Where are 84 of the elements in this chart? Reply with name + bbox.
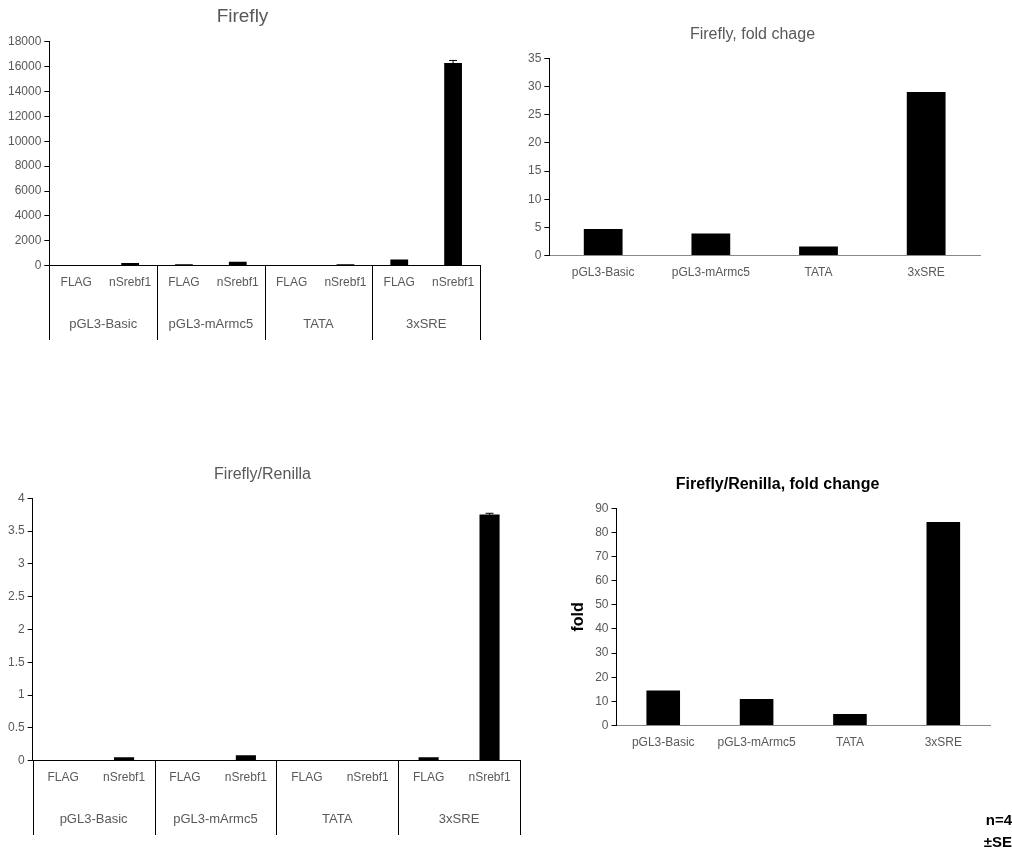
x-tick-label: nSrebf1 xyxy=(468,770,511,785)
x-tick-label: TATA xyxy=(835,735,864,750)
y-tick-label: 15 xyxy=(527,163,542,178)
text: TATA xyxy=(303,315,334,331)
text: n=4 xyxy=(984,810,1012,830)
y-tick-label: 10 xyxy=(595,693,609,708)
text: pGL3-Basic xyxy=(59,810,129,826)
y-tick-label: 10000 xyxy=(7,133,42,148)
x-tick-label: nSrebf1 xyxy=(324,275,367,290)
x-tick-label: FLAG xyxy=(169,770,201,785)
x-tick-label: nSrebf1 xyxy=(216,275,260,290)
x-tick-label: FLAG xyxy=(47,770,79,785)
x-tick-label: FLAG xyxy=(383,275,415,290)
text: ±SE xyxy=(983,832,1012,852)
y-tick-label: 16000 xyxy=(7,58,42,73)
y-tick-label: 8000 xyxy=(14,158,42,173)
y-tick-label: 2000 xyxy=(14,233,42,248)
y-tick-label: 0 xyxy=(601,717,609,732)
text: 3xSRE xyxy=(405,315,447,331)
x-tick-label: 3xSRE xyxy=(907,265,945,280)
text: TATA xyxy=(322,810,353,826)
y-tick-label: 0.5 xyxy=(7,720,25,735)
bar xyxy=(833,714,867,726)
y-axis-title: fold xyxy=(569,602,587,632)
x-tick-label: pGL3-Basic xyxy=(631,735,695,750)
x-tick-label: nSrebf1 xyxy=(109,275,152,290)
bar xyxy=(799,246,838,256)
x-tick-label: nSrebf1 xyxy=(432,275,475,290)
x-tick-label: FLAG xyxy=(412,770,445,785)
y-tick-label: 4000 xyxy=(14,208,42,223)
x-tick-label: pGL3-mArmc5 xyxy=(671,265,751,280)
y-tick-label: 30 xyxy=(527,78,542,93)
y-tick-label: 3 xyxy=(17,556,25,571)
chart-title: Firefly xyxy=(216,4,269,26)
y-tick-label: 25 xyxy=(527,106,542,121)
y-tick-label: 70 xyxy=(595,548,609,563)
bar xyxy=(926,521,961,726)
x-tick-label: pGL3-mArmc5 xyxy=(717,735,796,750)
y-tick-label: 0 xyxy=(34,257,42,272)
text: pGL3-mArmc5 xyxy=(168,315,254,331)
x-tick-label: FLAG xyxy=(275,275,308,290)
y-tick-label: 30 xyxy=(595,645,609,660)
y-tick-label: 1.5 xyxy=(7,654,25,669)
bar xyxy=(646,690,681,726)
y-tick-label: 20 xyxy=(595,669,609,684)
y-tick-label: 2 xyxy=(17,621,25,636)
text: pGL3-Basic xyxy=(69,315,138,331)
x-tick-label: TATA xyxy=(804,265,833,280)
text: 3xSRE xyxy=(438,810,480,826)
y-tick-label: 50 xyxy=(595,597,609,612)
x-tick-label: FLAG xyxy=(291,770,323,785)
y-tick-label: 14000 xyxy=(7,83,42,98)
y-tick-label: 10 xyxy=(527,191,542,206)
y-tick-label: 0 xyxy=(534,247,542,262)
chart-title: Firefly/Renilla, fold change xyxy=(675,475,880,493)
text: pGL3-mArmc5 xyxy=(173,810,258,826)
y-tick-label: 80 xyxy=(595,524,609,539)
bar xyxy=(691,233,731,256)
y-tick-label: 4 xyxy=(17,490,25,505)
y-tick-label: 18000 xyxy=(7,34,42,49)
y-tick-label: 5 xyxy=(534,219,542,234)
x-tick-label: 3xSRE xyxy=(924,735,962,750)
x-tick-label: pGL3-Basic xyxy=(571,265,635,280)
y-tick-label: 3.5 xyxy=(7,523,25,538)
bar xyxy=(739,699,774,726)
y-tick-label: 60 xyxy=(595,572,609,587)
x-tick-label: nSrebf1 xyxy=(224,770,268,785)
x-tick-label: nSrebf1 xyxy=(103,770,146,785)
x-tick-label: FLAG xyxy=(60,275,92,290)
x-tick-label: nSrebf1 xyxy=(346,770,390,785)
bar xyxy=(583,229,623,256)
bar xyxy=(906,92,946,256)
y-tick-label: 40 xyxy=(595,621,609,636)
y-tick-label: 35 xyxy=(527,50,542,65)
y-tick-label: 6000 xyxy=(14,183,42,198)
y-tick-label: 20 xyxy=(527,135,542,150)
y-tick-label: 1 xyxy=(17,687,25,702)
y-tick-label: 2.5 xyxy=(7,588,25,603)
chart-title: Firefly, fold chage xyxy=(689,25,816,43)
y-tick-label: 12000 xyxy=(7,108,42,123)
y-tick-label: 90 xyxy=(595,500,609,515)
chart-title: Firefly/Renilla xyxy=(214,465,312,483)
y-tick-label: 0 xyxy=(17,752,25,767)
x-tick-label: FLAG xyxy=(168,275,200,290)
